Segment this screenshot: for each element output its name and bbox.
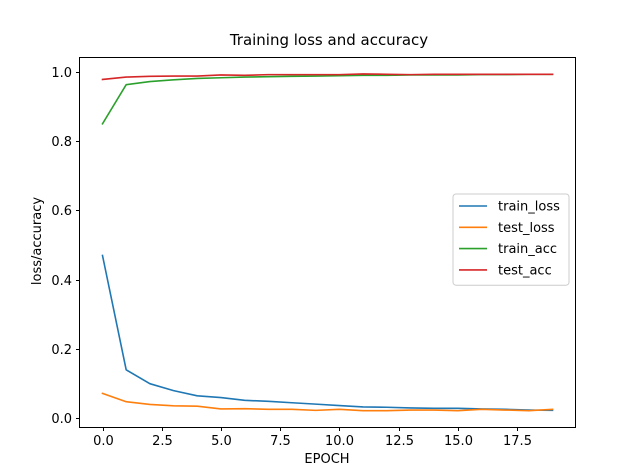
series-line-test_acc [101,73,554,81]
series-line-train_acc [101,73,554,125]
x-tick-label: 0.0 [93,434,114,449]
x-tick-label: 17.5 [503,434,532,449]
x-axis-label: EPOCH [304,452,349,467]
y-tick-label: 0.6 [51,204,72,219]
chart-title: Training loss and accuracy [229,31,428,49]
y-tick-label: 0.4 [51,274,72,289]
series-line-test_loss [101,392,554,412]
legend-label-test_acc: test_acc [498,263,552,278]
legend-label-train_acc: train_acc [498,242,557,257]
legend: train_loss test_loss train_acc test_acc [452,193,570,286]
x-tick-label: 7.5 [270,434,291,449]
x-tick-label: 15.0 [444,434,473,449]
y-axis-label: loss/accuracy [30,197,45,285]
y-ticks: 0.0 0.2 0.4 0.6 0.8 1.0 [51,66,80,427]
y-tick-label: 0.0 [51,412,72,427]
x-tick-label: 12.5 [385,434,414,449]
y-tick-label: 0.8 [51,135,72,150]
axes [79,57,576,428]
plot-frame [79,57,576,428]
legend-frame [452,193,570,286]
legend-label-train_loss: train_loss [498,200,560,215]
x-tick-label: 2.5 [152,434,173,449]
legend-label-test_loss: test_loss [498,221,555,236]
series-group [101,73,554,412]
x-tick-label: 10.0 [325,434,354,449]
x-tick-label: 5.0 [211,434,232,449]
y-tick-label: 1.0 [51,66,72,81]
x-ticks: 0.0 2.5 5.0 7.5 10.0 12.5 15.0 17.5 [93,427,532,449]
y-tick-label: 0.2 [51,343,72,358]
